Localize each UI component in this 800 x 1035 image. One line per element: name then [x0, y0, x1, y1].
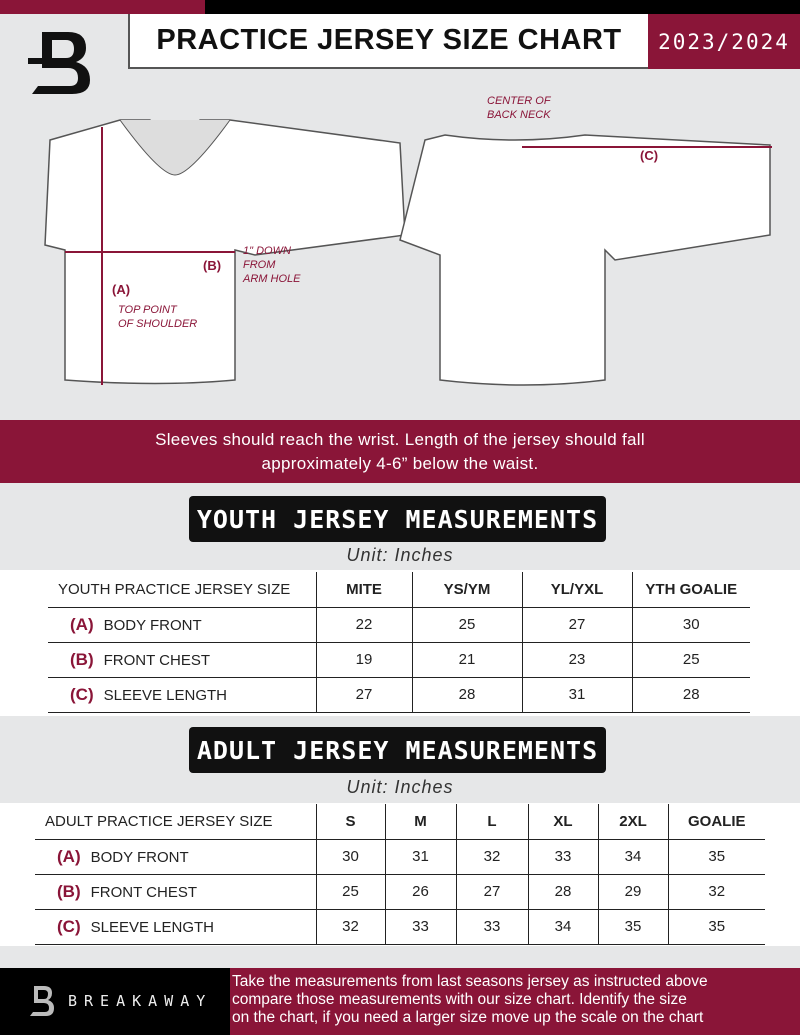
cell: 30: [315, 839, 385, 875]
table-row: (C) SLEEVE LENGTH 32 33 33 34 35 35: [35, 909, 765, 945]
cell: 33: [455, 909, 528, 945]
table-row: (A) BODY FRONT 22 25 27 30: [48, 607, 750, 643]
back-jersey-diagram: [399, 134, 772, 386]
cell: 29: [597, 874, 668, 910]
cell: 34: [597, 839, 668, 875]
size-col: YL/YXL: [521, 572, 632, 608]
size-col: M: [384, 804, 456, 840]
top-black-bar: [205, 0, 800, 14]
size-col: S: [315, 804, 385, 840]
footer-line: Take the measurements from last seasons …: [232, 973, 708, 990]
cell: 28: [631, 677, 750, 713]
youth-title: YOUTH JERSEY MEASUREMENTS: [189, 496, 606, 542]
cell: 23: [521, 642, 632, 678]
cell: 28: [527, 874, 598, 910]
size-col: GOALIE: [667, 804, 765, 840]
row-label: SLEEVE LENGTH: [90, 918, 214, 936]
cell: 26: [384, 874, 456, 910]
size-header: YOUTH PRACTICE JERSEY SIZE: [48, 572, 316, 608]
label-a: (A): [112, 282, 131, 297]
instruction-band: Sleeves should reach the wrist. Length o…: [0, 420, 800, 483]
brand-name: BREAKAWAY: [68, 992, 213, 1010]
row-label: SLEEVE LENGTH: [103, 686, 227, 704]
footer-instructions: Take the measurements from last seasons …: [230, 968, 800, 1035]
cell: 33: [384, 909, 456, 945]
row-letter: (B): [70, 649, 94, 669]
front-jersey-diagram: [44, 119, 406, 385]
table-header-row: ADULT PRACTICE JERSEY SIZE S M L XL 2XL …: [35, 804, 765, 840]
cell: 32: [667, 874, 765, 910]
row-label: FRONT CHEST: [90, 883, 198, 901]
adult-unit: Unit: Inches: [346, 777, 454, 797]
size-col: MITE: [315, 572, 412, 608]
label-c: (C): [640, 148, 659, 163]
note-line: BACK NECK: [487, 109, 551, 121]
cell: 19: [315, 642, 412, 678]
cell: 22: [315, 607, 412, 643]
table-row: (C) SLEEVE LENGTH 27 28 31 28: [48, 677, 750, 713]
table-row: (B) FRONT CHEST 25 26 27 28 29 32: [35, 874, 765, 910]
page-title: PRACTICE JERSEY SIZE CHART: [128, 14, 648, 69]
season-label: 2023/2024: [648, 14, 800, 69]
adult-table: ADULT PRACTICE JERSEY SIZE S M L XL 2XL …: [35, 804, 765, 945]
size-col: YS/YM: [411, 572, 522, 608]
cell: 35: [597, 909, 668, 945]
row-letter: (C): [70, 684, 94, 704]
cell: 25: [411, 607, 522, 643]
note-line: ARM HOLE: [243, 273, 301, 285]
cell: 25: [631, 642, 750, 678]
band-line: Sleeves should reach the wrist. Length o…: [155, 430, 645, 449]
footer-line: compare those measurements with our size…: [232, 991, 687, 1008]
cell: 21: [411, 642, 522, 678]
row-letter: (A): [57, 846, 81, 866]
breakaway-logo: [28, 32, 90, 94]
size-header: ADULT PRACTICE JERSEY SIZE: [35, 804, 316, 840]
table-header-row: YOUTH PRACTICE JERSEY SIZE MITE YS/YM YL…: [48, 572, 750, 608]
cell: 32: [455, 839, 528, 875]
note-line: TOP POINT: [118, 304, 177, 316]
youth-table: YOUTH PRACTICE JERSEY SIZE MITE YS/YM YL…: [48, 572, 750, 713]
cell: 35: [667, 839, 765, 875]
cell: 27: [315, 677, 412, 713]
cell: 34: [527, 909, 598, 945]
row-label: BODY FRONT: [103, 616, 202, 634]
note-line: CENTER OF: [487, 95, 551, 107]
note-line: FROM: [243, 259, 276, 271]
label-b: (B): [203, 258, 222, 273]
band-line: approximately 4-6” below the waist.: [261, 454, 539, 473]
cell: 31: [384, 839, 456, 875]
cell: 32: [315, 909, 385, 945]
table-row: (A) BODY FRONT 30 31 32 33 34 35: [35, 839, 765, 875]
row-label: FRONT CHEST: [103, 651, 211, 669]
size-col: XL: [527, 804, 598, 840]
cell: 30: [631, 607, 750, 643]
footer-brand: BREAKAWAY: [0, 968, 230, 1035]
cell: 28: [411, 677, 522, 713]
breakaway-logo-small: [30, 986, 54, 1016]
cell: 35: [667, 909, 765, 945]
row-letter: (B): [57, 881, 81, 901]
note-line: OF SHOULDER: [118, 318, 198, 330]
note-line: 1" DOWN: [243, 245, 291, 257]
row-letter: (A): [70, 614, 94, 634]
cell: 27: [455, 874, 528, 910]
cell: 33: [527, 839, 598, 875]
row-letter: (C): [57, 916, 81, 936]
size-col: YTH GOALIE: [631, 572, 750, 608]
cell: 25: [315, 874, 385, 910]
cell: 31: [521, 677, 632, 713]
row-label: BODY FRONT: [90, 848, 189, 866]
size-col: 2XL: [597, 804, 668, 840]
size-col: L: [455, 804, 528, 840]
footer-line: on the chart, if you need a larger size …: [232, 1009, 704, 1026]
top-accent-bar: [0, 0, 205, 14]
youth-unit: Unit: Inches: [346, 545, 454, 565]
table-row: (B) FRONT CHEST 19 21 23 25: [48, 642, 750, 678]
cell: 27: [521, 607, 632, 643]
adult-title: ADULT JERSEY MEASUREMENTS: [189, 727, 606, 773]
